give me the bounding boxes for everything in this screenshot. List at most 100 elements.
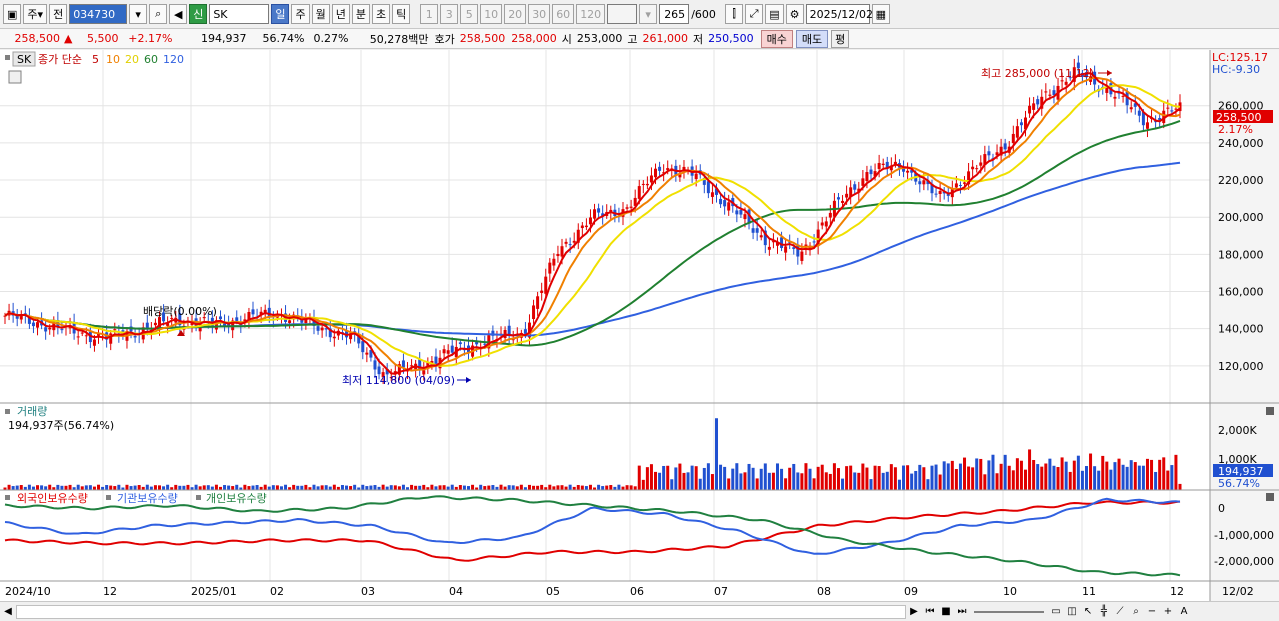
text-tool-icon[interactable]: A: [1180, 606, 1188, 617]
code-dropdown-icon[interactable]: ▾: [129, 4, 148, 24]
legend-ma120[interactable]: 120: [163, 53, 184, 66]
holding-line-0: [4, 500, 1181, 562]
volume-bar: [812, 478, 816, 490]
stock-name-field[interactable]: SK: [209, 4, 270, 24]
candle-up: [861, 178, 865, 186]
stop-icon[interactable]: ■: [941, 606, 951, 617]
candle-up: [979, 162, 983, 166]
candle-down: [751, 228, 755, 233]
period-select[interactable]: 주 ▾: [23, 4, 48, 24]
candle-down: [373, 360, 377, 370]
first-page-icon[interactable]: ⏮: [925, 606, 935, 617]
candle-down: [755, 228, 759, 233]
zoom-in-icon[interactable]: +: [1163, 606, 1173, 617]
prev-button[interactable]: 전: [49, 4, 68, 24]
draw-line-icon[interactable]: ⟋: [1116, 606, 1124, 617]
legend-ma5[interactable]: 5: [92, 53, 99, 66]
zoom-slider[interactable]: [974, 610, 1044, 613]
volume: 194,937: [200, 32, 247, 45]
tab-year[interactable]: 년: [331, 4, 350, 24]
zoom-out-icon[interactable]: −: [1147, 606, 1157, 617]
calendar-icon[interactable]: ▦: [871, 4, 890, 24]
volume-bar: [605, 485, 609, 490]
chart-type-icon[interactable]: ⫿: [725, 4, 744, 24]
magnify-icon[interactable]: ⌕: [1133, 606, 1139, 617]
candle-up: [92, 339, 96, 346]
interval-120[interactable]: 120: [576, 4, 606, 24]
volume-bar: [332, 484, 336, 490]
scroll-track[interactable]: [16, 604, 906, 619]
holding-panel-close-icon[interactable]: [1266, 493, 1274, 501]
custom-interval-dropdown-icon[interactable]: ▾: [639, 4, 658, 24]
count-input[interactable]: 265: [659, 4, 690, 24]
scroll-right-icon[interactable]: ▶: [910, 606, 918, 617]
legend-foreign[interactable]: 외국인보유수량: [17, 492, 88, 505]
candle-down: [44, 327, 48, 332]
split-icon[interactable]: ◫: [1067, 606, 1077, 617]
interval-10[interactable]: 10: [480, 4, 503, 24]
interval-60[interactable]: 60: [552, 4, 575, 24]
grid-toggle-icon[interactable]: ▭: [1051, 606, 1061, 617]
sell-button[interactable]: 매도: [795, 29, 829, 48]
candle-up: [759, 235, 763, 238]
volume-bar: [296, 485, 300, 490]
candle-up: [971, 166, 975, 170]
gear-icon[interactable]: ⚙: [785, 4, 804, 24]
interval-1[interactable]: 1: [420, 4, 439, 24]
tab-week[interactable]: 주: [291, 4, 310, 24]
volume-bar: [170, 487, 174, 490]
custom-interval-field[interactable]: [607, 4, 638, 24]
candle-down: [450, 345, 454, 353]
volume-title[interactable]: 거래량: [17, 405, 47, 418]
candle-up: [349, 333, 353, 340]
last-page-icon[interactable]: ⏭: [957, 606, 967, 617]
tab-tick[interactable]: 틱: [392, 4, 411, 24]
candle-up: [1040, 96, 1044, 109]
current-volume-tag: [1213, 464, 1273, 477]
search-icon[interactable]: ⌕: [149, 4, 168, 24]
legend-ma20[interactable]: 20: [125, 53, 139, 66]
date-input[interactable]: 2025/12/02: [805, 4, 873, 24]
volume-bar: [23, 486, 27, 490]
volume-bar: [702, 467, 706, 490]
interval-5[interactable]: 5: [460, 4, 479, 24]
volume-bar: [1003, 454, 1007, 490]
candle-down: [267, 307, 271, 317]
tab-minute[interactable]: 분: [351, 4, 370, 24]
tab-second[interactable]: 초: [371, 4, 391, 24]
chart-area[interactable]: SK 종가 단순 5 10 20 60 120 LC:125.17 HC:-9.…: [0, 50, 1279, 601]
tab-day[interactable]: 일: [271, 4, 290, 24]
interval-30[interactable]: 30: [528, 4, 551, 24]
buy-button[interactable]: 매수: [760, 29, 793, 48]
volume-bar: [995, 473, 999, 490]
candle-down: [475, 340, 479, 345]
table-icon[interactable]: [8, 70, 22, 84]
scroll-left-icon[interactable]: ◀: [4, 606, 12, 617]
speaker-icon[interactable]: ◀: [169, 4, 188, 24]
candle-up: [1032, 103, 1036, 110]
layout-icon[interactable]: ▣: [3, 4, 22, 24]
bottom-scrollbar[interactable]: ◀ ▶ ⏮ ■ ⏭ ▭ ◫ ↖ ╬ ⟋ ⌕ − + A: [0, 601, 1279, 621]
new-button[interactable]: 신: [189, 4, 208, 24]
interval-20[interactable]: 20: [504, 4, 527, 24]
candle-up: [1024, 117, 1028, 130]
legend-symbol-box[interactable]: [12, 51, 36, 67]
cursor-icon[interactable]: ↖: [1083, 606, 1093, 617]
even-button[interactable]: 평: [831, 29, 850, 48]
legend-individual[interactable]: 개인보유수량: [206, 492, 267, 505]
candle-up: [873, 171, 877, 177]
volume-panel-close-icon[interactable]: [1266, 407, 1274, 415]
code-input[interactable]: 034730: [69, 4, 128, 24]
chart-svg[interactable]: SK 종가 단순 5 10 20 60 120 LC:125.17 HC:-9.…: [0, 50, 1279, 601]
crosshair-icon[interactable]: ╬: [1100, 606, 1108, 617]
draw-tool-icon[interactable]: ⤢: [745, 4, 764, 24]
tab-month[interactable]: 월: [311, 4, 330, 24]
interval-3[interactable]: 3: [440, 4, 459, 24]
legend-ma10[interactable]: 10: [106, 53, 120, 66]
legend-main[interactable]: 종가 단순: [38, 53, 82, 66]
volume-bar: [206, 485, 210, 490]
legend-institution[interactable]: 기관보유수량: [117, 492, 178, 505]
volume-bar: [1137, 465, 1141, 490]
save-icon[interactable]: ▤: [765, 4, 784, 24]
legend-ma60[interactable]: 60: [144, 53, 158, 66]
